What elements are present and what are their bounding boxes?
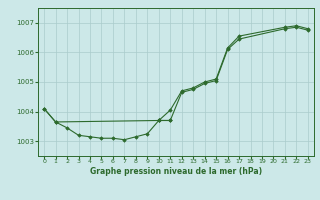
X-axis label: Graphe pression niveau de la mer (hPa): Graphe pression niveau de la mer (hPa) — [90, 167, 262, 176]
